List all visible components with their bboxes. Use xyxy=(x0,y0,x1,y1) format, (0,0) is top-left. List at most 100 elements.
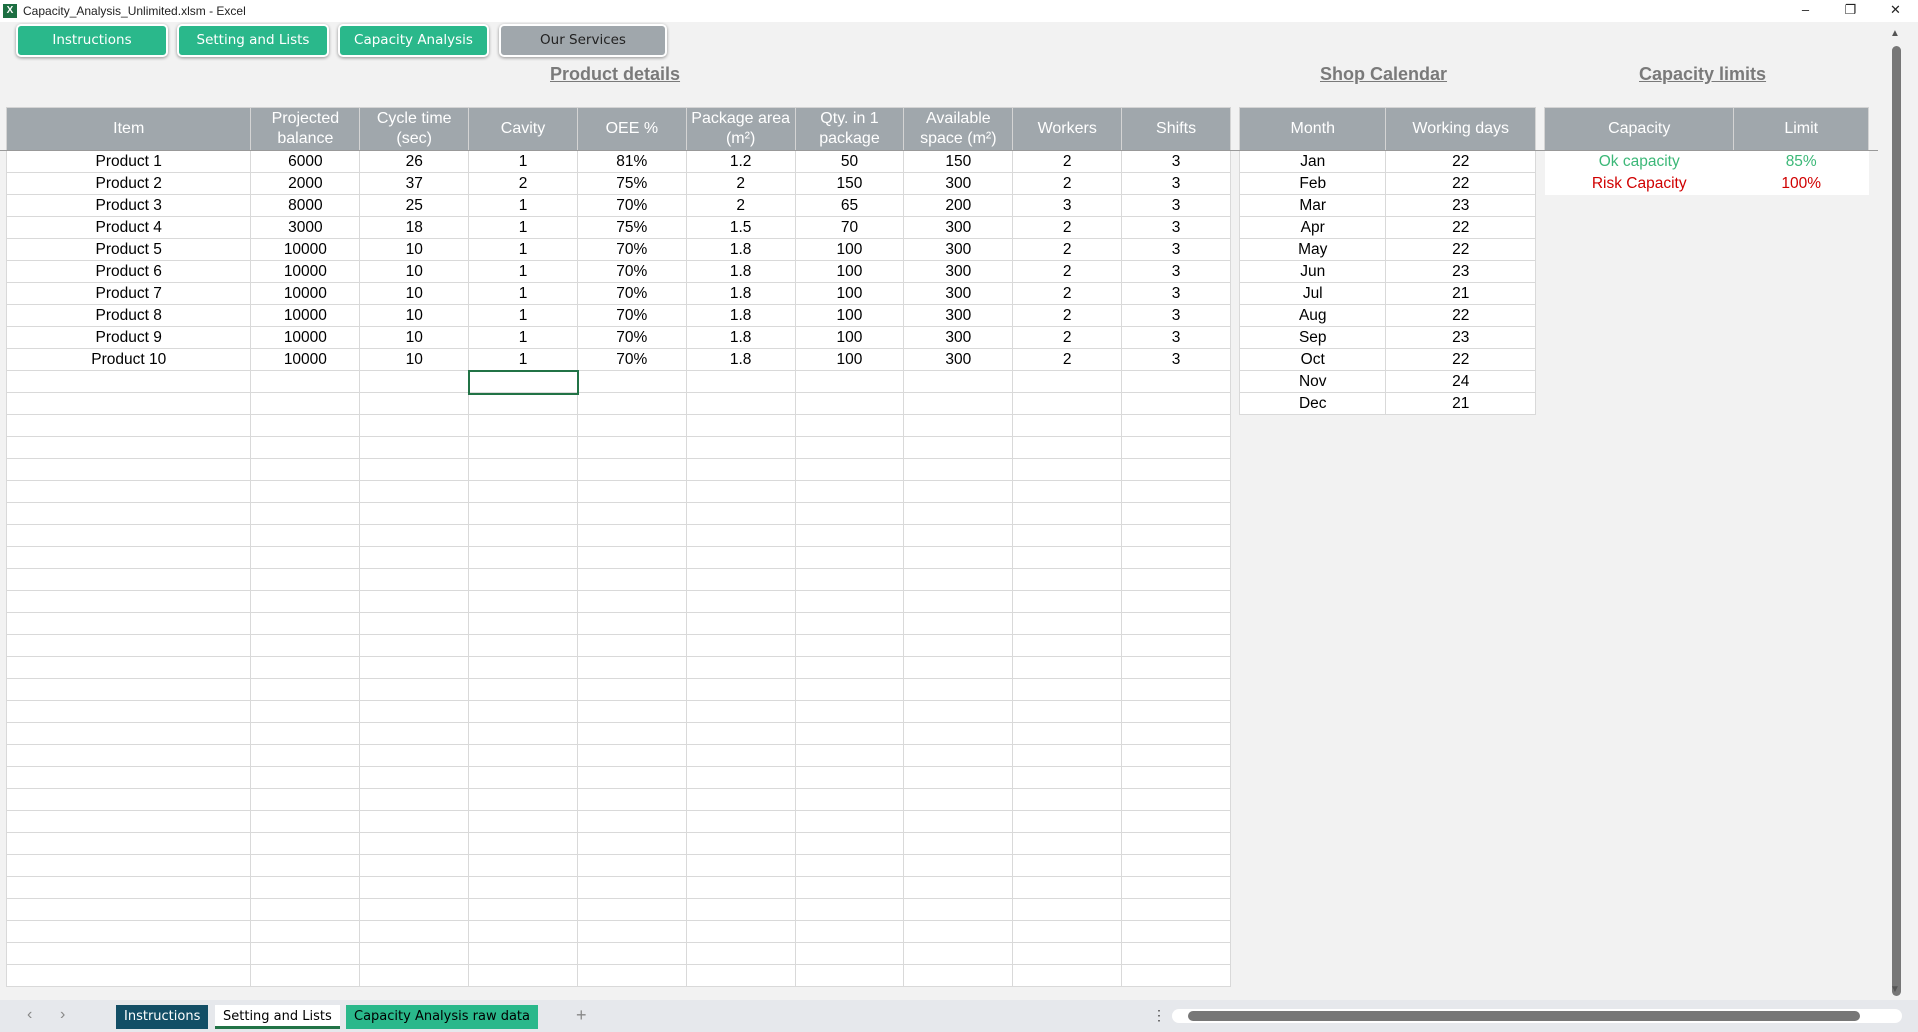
cell[interactable] xyxy=(468,502,578,525)
cell[interactable] xyxy=(794,722,905,745)
cell[interactable] xyxy=(903,436,1014,459)
cell[interactable] xyxy=(250,788,361,811)
cell[interactable]: 2 xyxy=(1012,282,1123,305)
scroll-up-icon[interactable]: ▲ xyxy=(1890,28,1900,39)
cell[interactable]: 1.8 xyxy=(685,348,796,371)
cell[interactable] xyxy=(794,370,905,393)
cell[interactable]: 150 xyxy=(794,172,905,195)
cell[interactable]: 3 xyxy=(1121,194,1231,217)
cell[interactable]: Nov xyxy=(1238,370,1387,393)
cell[interactable] xyxy=(1121,854,1231,877)
cell[interactable] xyxy=(576,942,687,965)
cell[interactable] xyxy=(468,568,578,591)
cell[interactable] xyxy=(5,744,252,767)
cell[interactable]: 10 xyxy=(359,326,470,349)
cell[interactable] xyxy=(5,524,252,547)
cell[interactable] xyxy=(1012,480,1123,503)
cell[interactable] xyxy=(5,634,252,657)
cell[interactable]: 1 xyxy=(468,304,578,327)
cell[interactable] xyxy=(794,590,905,613)
cell[interactable] xyxy=(1121,788,1231,811)
cell[interactable] xyxy=(903,722,1014,745)
cell[interactable]: 10 xyxy=(359,304,470,327)
cell[interactable] xyxy=(685,788,796,811)
cell[interactable] xyxy=(468,414,578,437)
cell[interactable] xyxy=(5,766,252,789)
cell[interactable] xyxy=(5,502,252,525)
cell[interactable]: 100 xyxy=(794,238,905,261)
cell[interactable]: 200 xyxy=(903,194,1014,217)
cell[interactable] xyxy=(903,788,1014,811)
cell[interactable] xyxy=(685,524,796,547)
cell[interactable] xyxy=(903,678,1014,701)
cell[interactable]: Product 9 xyxy=(5,326,252,349)
cell[interactable]: 2 xyxy=(685,194,796,217)
cell[interactable] xyxy=(903,370,1014,393)
cell[interactable] xyxy=(250,414,361,437)
cell[interactable] xyxy=(468,700,578,723)
cell[interactable] xyxy=(794,546,905,569)
cell[interactable] xyxy=(685,370,796,393)
setting-and-lists-button[interactable]: Setting and Lists xyxy=(177,24,329,57)
cell[interactable] xyxy=(1012,546,1123,569)
cell[interactable] xyxy=(794,766,905,789)
cell[interactable]: 3 xyxy=(1121,172,1231,195)
cell[interactable]: Product 7 xyxy=(5,282,252,305)
cell[interactable] xyxy=(794,964,905,987)
cell[interactable]: 22 xyxy=(1385,216,1536,239)
cell[interactable] xyxy=(1012,678,1123,701)
cell[interactable]: 22 xyxy=(1385,348,1536,371)
cell[interactable]: 100 xyxy=(794,304,905,327)
cell[interactable] xyxy=(468,766,578,789)
cell[interactable] xyxy=(903,612,1014,635)
cell[interactable] xyxy=(5,370,252,393)
cell[interactable]: 21 xyxy=(1385,392,1536,415)
cell[interactable] xyxy=(250,370,361,393)
cell[interactable] xyxy=(576,414,687,437)
cell[interactable]: 21 xyxy=(1385,282,1536,305)
next-sheet-icon[interactable]: › xyxy=(60,1006,66,1023)
cell[interactable] xyxy=(359,942,470,965)
cell[interactable] xyxy=(794,854,905,877)
cell[interactable]: Mar xyxy=(1238,194,1387,217)
cell[interactable] xyxy=(1012,436,1123,459)
cell[interactable] xyxy=(468,832,578,855)
cell[interactable] xyxy=(359,612,470,635)
cell[interactable] xyxy=(250,722,361,745)
cell[interactable] xyxy=(685,964,796,987)
cell[interactable] xyxy=(576,832,687,855)
cell[interactable]: 3 xyxy=(1121,304,1231,327)
cell[interactable]: 1.8 xyxy=(685,260,796,283)
cell[interactable] xyxy=(794,942,905,965)
cell[interactable]: 10000 xyxy=(250,238,361,261)
cell[interactable] xyxy=(576,810,687,833)
cell[interactable]: 10 xyxy=(359,238,470,261)
cell[interactable]: 70% xyxy=(576,194,687,217)
cell[interactable] xyxy=(576,370,687,393)
cell[interactable]: 10000 xyxy=(250,260,361,283)
cell[interactable]: 10 xyxy=(359,260,470,283)
cell[interactable] xyxy=(468,920,578,943)
cell[interactable] xyxy=(5,854,252,877)
cell[interactable]: 22 xyxy=(1385,304,1536,327)
cell[interactable] xyxy=(685,612,796,635)
cell[interactable]: Product 6 xyxy=(5,260,252,283)
cell[interactable] xyxy=(685,480,796,503)
cell[interactable] xyxy=(1012,854,1123,877)
cell[interactable] xyxy=(1012,788,1123,811)
cell[interactable] xyxy=(903,964,1014,987)
cell[interactable] xyxy=(1121,656,1231,679)
cell[interactable] xyxy=(359,480,470,503)
cell[interactable] xyxy=(685,590,796,613)
cell[interactable] xyxy=(576,524,687,547)
cell[interactable] xyxy=(468,436,578,459)
cell[interactable]: 300 xyxy=(903,238,1014,261)
cell[interactable]: 3000 xyxy=(250,216,361,239)
cell[interactable] xyxy=(468,590,578,613)
cell[interactable] xyxy=(685,700,796,723)
cell[interactable] xyxy=(359,656,470,679)
cell[interactable] xyxy=(1121,458,1231,481)
cell[interactable]: 81% xyxy=(576,150,687,173)
cell[interactable] xyxy=(359,414,470,437)
cell[interactable]: 100 xyxy=(794,282,905,305)
